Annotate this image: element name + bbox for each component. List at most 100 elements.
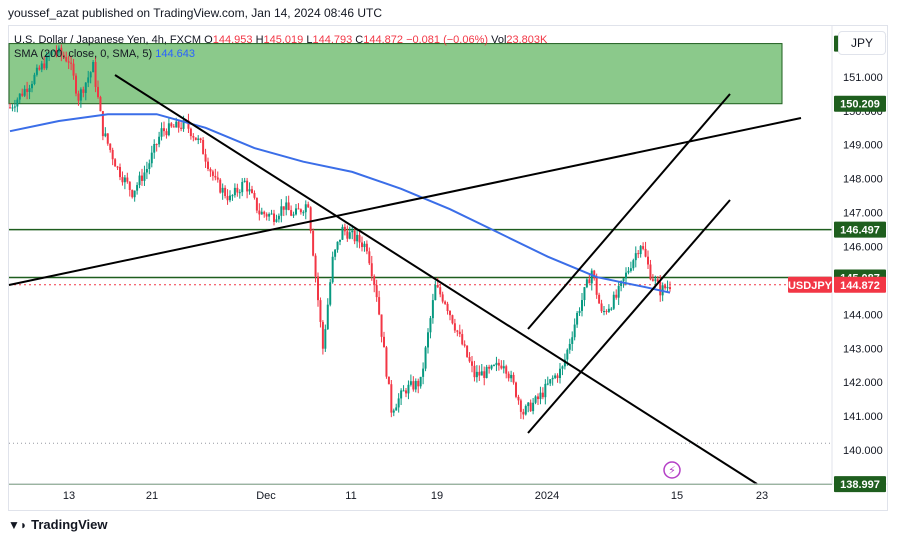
candle	[28, 88, 31, 92]
candle	[590, 270, 593, 284]
candle	[617, 285, 620, 298]
candle	[319, 300, 322, 322]
candle	[302, 212, 305, 214]
candle	[475, 371, 478, 378]
candle	[121, 177, 124, 183]
x-tick-label: 21	[146, 490, 158, 502]
chart-legend: U.S. Dollar / Japanese Yen, 4h, FXCM O 14…	[14, 33, 547, 61]
candle	[11, 107, 14, 109]
candle	[229, 195, 231, 201]
candle	[304, 204, 307, 213]
candle	[72, 63, 75, 76]
candle	[441, 294, 444, 302]
legend-close-label: C	[355, 34, 364, 46]
candle	[566, 349, 569, 360]
y-tick-label: 144.000	[843, 309, 883, 321]
candle	[219, 179, 222, 193]
candle	[170, 123, 173, 127]
candle	[639, 246, 642, 255]
candle	[87, 77, 90, 83]
candle	[444, 301, 447, 304]
candle	[187, 120, 190, 129]
candle	[138, 175, 141, 186]
candle	[473, 365, 476, 378]
price-badge-label: 150.209	[840, 99, 880, 111]
candle	[439, 287, 442, 295]
x-tick-label: 19	[431, 490, 443, 502]
lightning-glyph: ⚡	[668, 464, 676, 477]
candle	[556, 375, 559, 379]
candle	[485, 366, 488, 378]
candle	[312, 230, 315, 256]
candle	[251, 189, 253, 194]
candle	[461, 334, 464, 345]
candle	[189, 128, 192, 137]
candle	[43, 63, 46, 69]
candle	[424, 347, 427, 369]
tradingview-brand: TradingView	[31, 517, 108, 532]
legend-title: U.S. Dollar / Japanese Yen, 4h, FXCM	[14, 34, 202, 46]
candle	[128, 181, 131, 190]
candle	[265, 214, 268, 217]
candle	[417, 380, 420, 387]
candle	[158, 136, 161, 145]
candle	[568, 343, 571, 350]
candle	[119, 167, 121, 178]
candle	[16, 99, 19, 107]
candle	[412, 381, 415, 390]
candle	[363, 243, 366, 248]
candle	[493, 365, 495, 367]
candle	[285, 202, 288, 210]
legend-low-label: L	[306, 34, 313, 46]
legend-high-value: 145.019	[263, 34, 304, 46]
candle	[466, 345, 469, 357]
candle	[453, 323, 456, 331]
candle	[89, 72, 92, 78]
currency-button[interactable]: JPY	[838, 31, 886, 55]
candle	[370, 263, 373, 277]
legend-sma-value: 144.643	[155, 48, 195, 60]
y-tick-label: 151.000	[843, 72, 883, 84]
candle	[581, 300, 583, 311]
candle	[559, 368, 561, 379]
trend-line-3	[527, 199, 731, 434]
candle	[431, 300, 434, 319]
candle	[380, 314, 383, 337]
candle	[463, 344, 466, 346]
candle	[53, 50, 55, 52]
price-badge-label: 146.497	[840, 225, 880, 237]
candle	[588, 279, 591, 284]
candle	[48, 55, 51, 57]
legend-sma-label: SMA (200, close, 0, SMA, 5)	[14, 48, 153, 60]
candle	[529, 402, 532, 412]
candle	[576, 312, 579, 325]
candle	[666, 287, 669, 289]
candle	[598, 294, 601, 304]
candle	[253, 193, 256, 198]
candle	[632, 260, 635, 269]
candle	[385, 347, 388, 377]
candle	[18, 93, 21, 100]
candle	[419, 376, 422, 387]
candle	[109, 143, 112, 150]
candle	[395, 407, 398, 411]
candle	[99, 97, 102, 112]
candle	[610, 308, 613, 310]
candle	[116, 166, 119, 168]
x-tick-label: 13	[63, 490, 75, 502]
candle	[539, 392, 542, 400]
legend-row-ohlc: U.S. Dollar / Japanese Yen, 4h, FXCM O 14…	[14, 33, 547, 47]
candle	[77, 93, 80, 101]
candle	[651, 279, 654, 281]
legend-open-label: O	[204, 34, 213, 46]
candle	[297, 208, 300, 210]
candle	[133, 190, 136, 198]
y-tick-label: 141.000	[843, 411, 883, 423]
y-tick-label: 142.000	[843, 377, 883, 389]
legend-volume-value: 23.803K	[506, 34, 548, 46]
candle	[307, 204, 310, 208]
candle	[642, 246, 645, 249]
candle	[163, 128, 165, 132]
price-badge-label: 138.997	[840, 479, 880, 491]
